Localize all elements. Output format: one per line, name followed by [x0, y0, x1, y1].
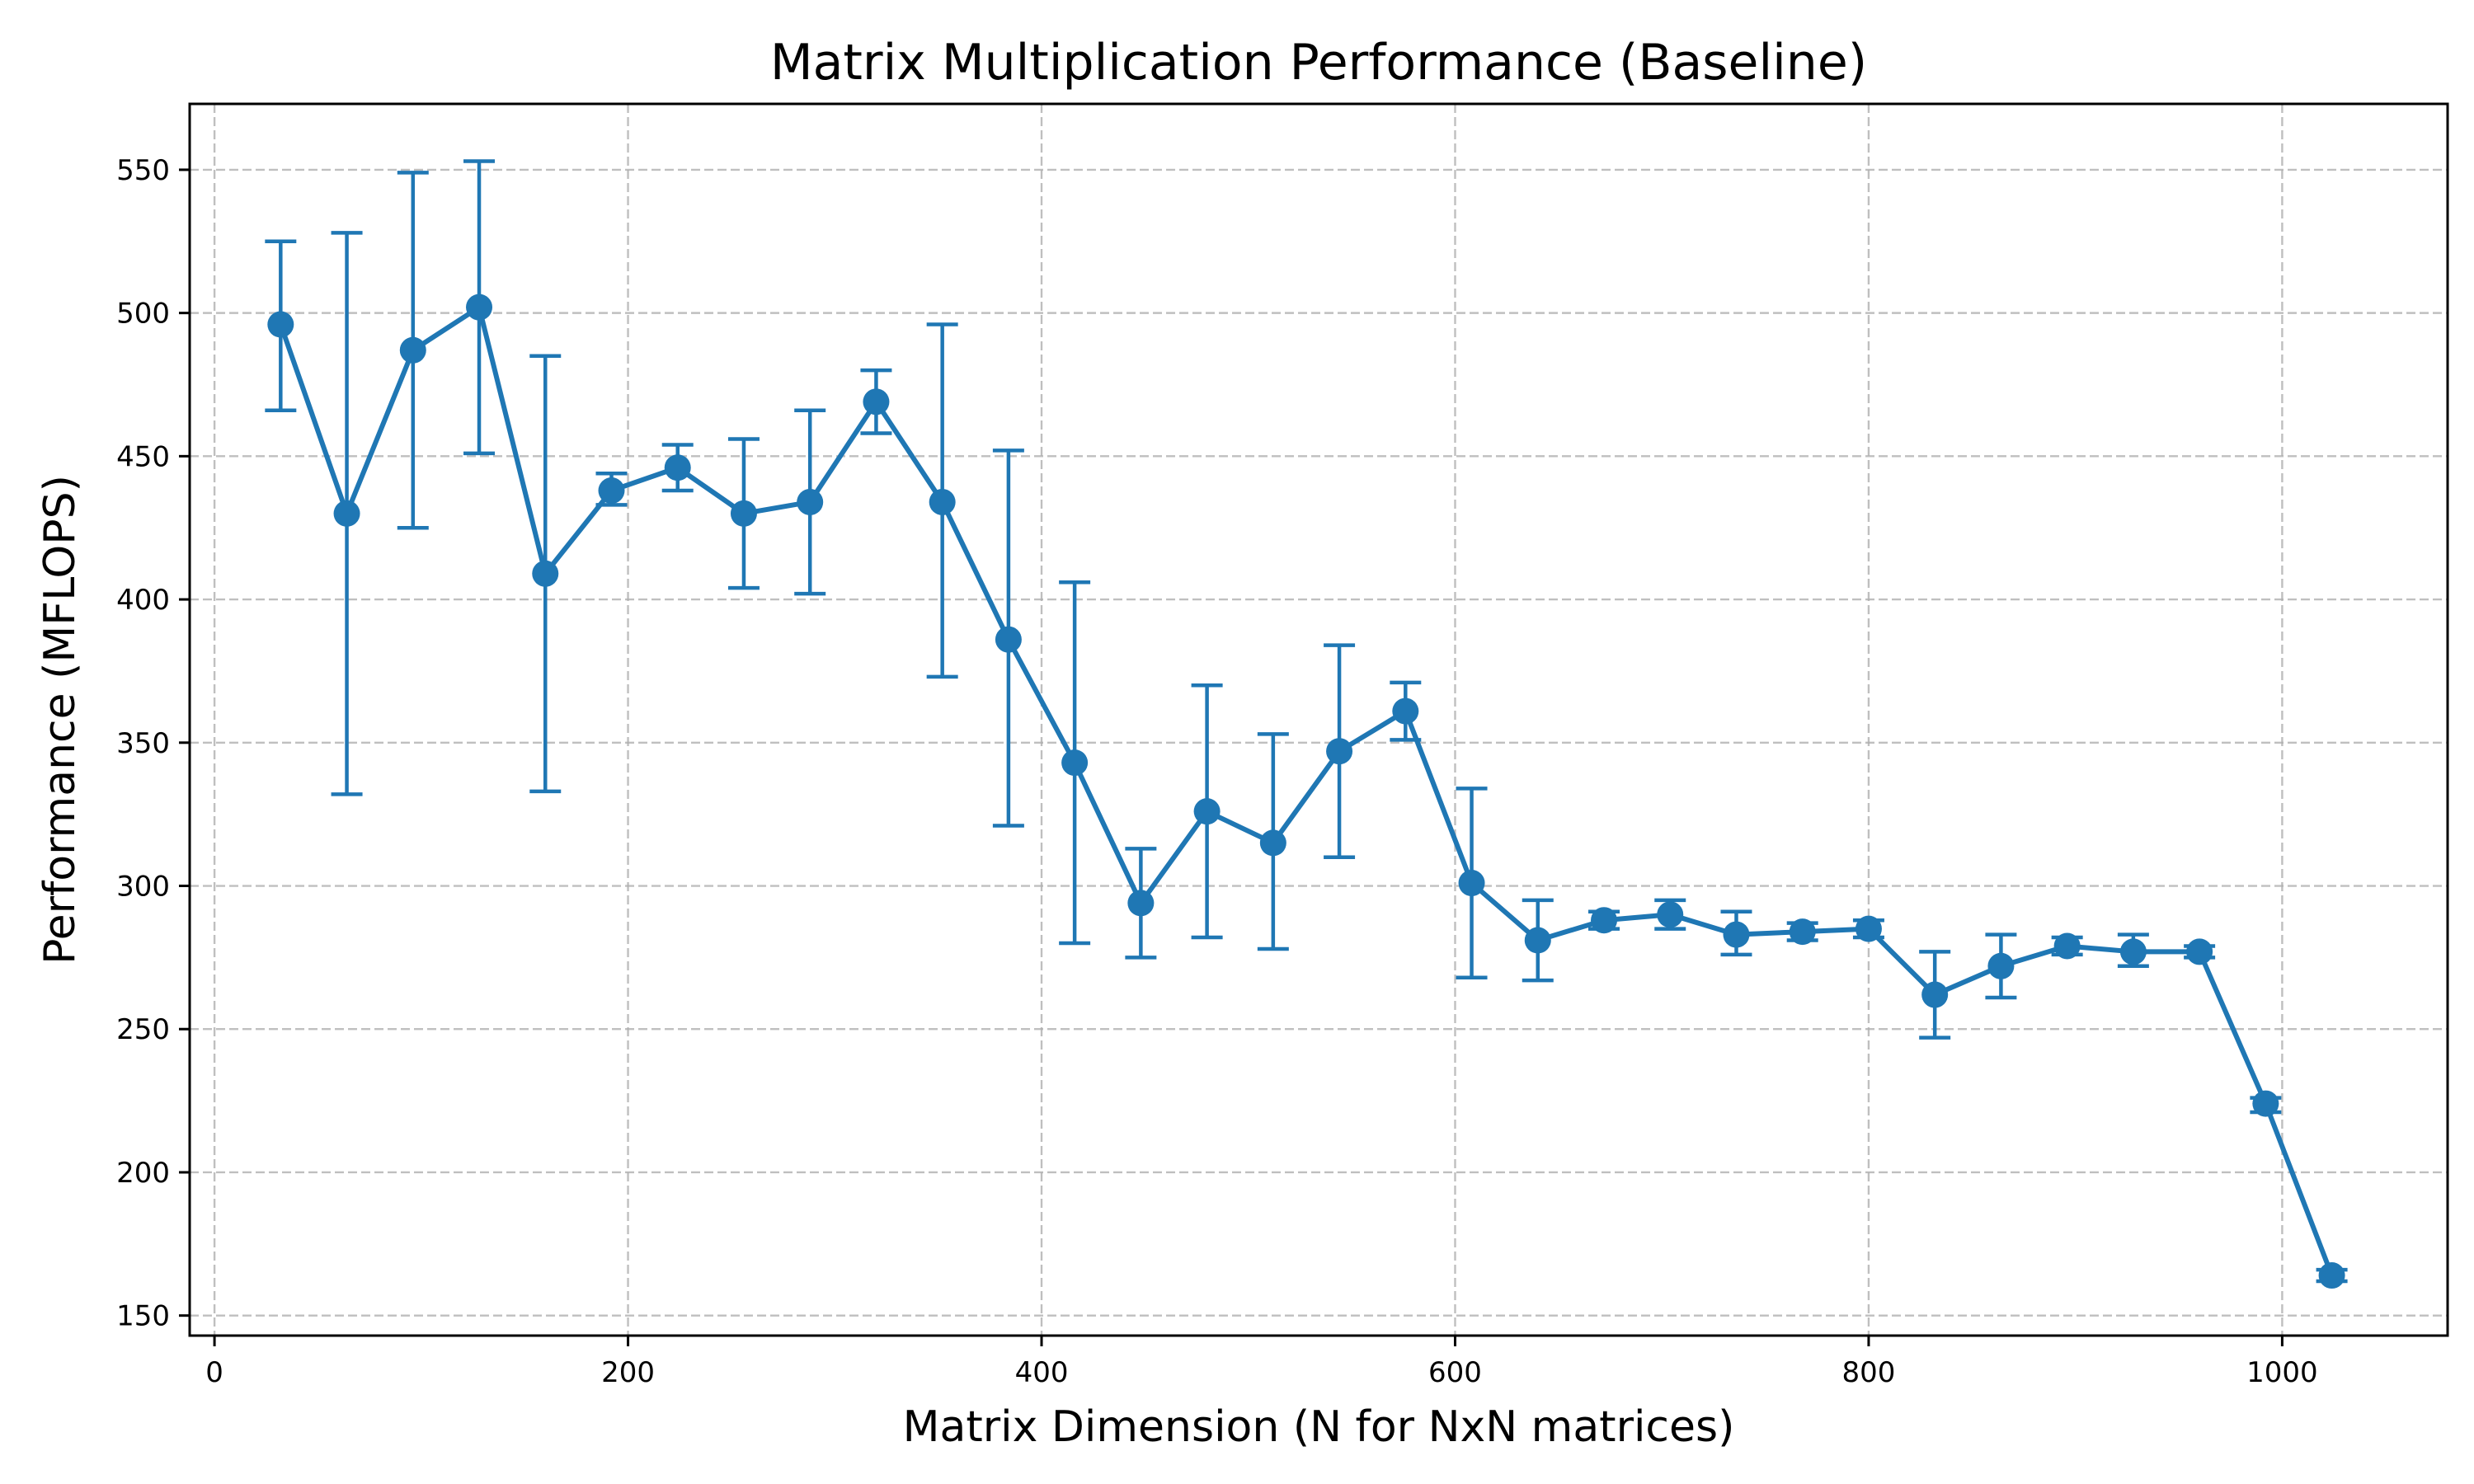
data-point — [1392, 697, 1419, 725]
y-tick-label: 550 — [116, 154, 170, 187]
data-point — [664, 454, 691, 481]
data-point — [1326, 738, 1353, 765]
data-point — [2053, 932, 2081, 960]
data-point — [929, 488, 956, 515]
tick-layer: 0 200 400 600 800 1000 150 200 250 300 350 400 450 50… — [116, 154, 2318, 1389]
data-point — [466, 294, 493, 321]
series-line — [278, 304, 2335, 1277]
y-tick-label: 200 — [116, 1157, 170, 1190]
data-point — [1193, 798, 1221, 825]
data-point — [1657, 901, 1684, 928]
data-point — [399, 336, 426, 364]
x-tick-label: 800 — [1841, 1356, 1895, 1389]
series-layer — [265, 159, 2348, 1289]
data-point — [2252, 1090, 2279, 1117]
data-point — [1723, 921, 1750, 948]
data-point — [1921, 981, 1949, 1008]
data-point — [267, 311, 294, 338]
x-axis-label: Matrix Dimension (N for NxN matrices) — [903, 1402, 1735, 1452]
data-point — [1789, 918, 1816, 946]
y-tick-label: 350 — [116, 727, 170, 760]
data-point — [797, 488, 824, 515]
data-point — [2119, 938, 2147, 965]
data-point — [333, 500, 360, 527]
data-point — [598, 477, 625, 505]
x-tick-label: 400 — [1015, 1356, 1069, 1389]
y-tick-label: 450 — [116, 440, 170, 473]
data-point — [532, 560, 559, 587]
y-tick-label: 300 — [116, 871, 170, 904]
y-tick-label: 150 — [116, 1300, 170, 1333]
y-tick-label: 250 — [116, 1013, 170, 1046]
data-point — [1987, 952, 2015, 979]
data-point — [730, 500, 757, 527]
data-point — [1458, 870, 1485, 897]
data-point — [1127, 890, 1155, 917]
grid-layer — [190, 104, 2448, 1336]
chart-title: Matrix Multiplication Performance (Basel… — [770, 34, 1867, 92]
data-point — [1061, 749, 1089, 777]
x-tick-label: 1000 — [2246, 1356, 2318, 1389]
data-point — [2186, 938, 2213, 965]
x-tick-label: 200 — [601, 1356, 655, 1389]
y-tick-label: 500 — [116, 298, 170, 331]
data-point — [2318, 1262, 2345, 1289]
y-axis-label: Performance (MFLOPS) — [35, 475, 85, 965]
data-point — [995, 626, 1022, 653]
x-tick-label: 600 — [1428, 1356, 1482, 1389]
y-tick-label: 400 — [116, 584, 170, 617]
data-point — [1591, 907, 1618, 934]
data-point — [1855, 915, 1882, 942]
plot-area-frame — [188, 102, 2449, 1337]
data-point — [863, 388, 890, 416]
data-point — [1524, 927, 1551, 954]
x-tick-label: 0 — [205, 1356, 223, 1389]
data-point — [1259, 829, 1286, 857]
